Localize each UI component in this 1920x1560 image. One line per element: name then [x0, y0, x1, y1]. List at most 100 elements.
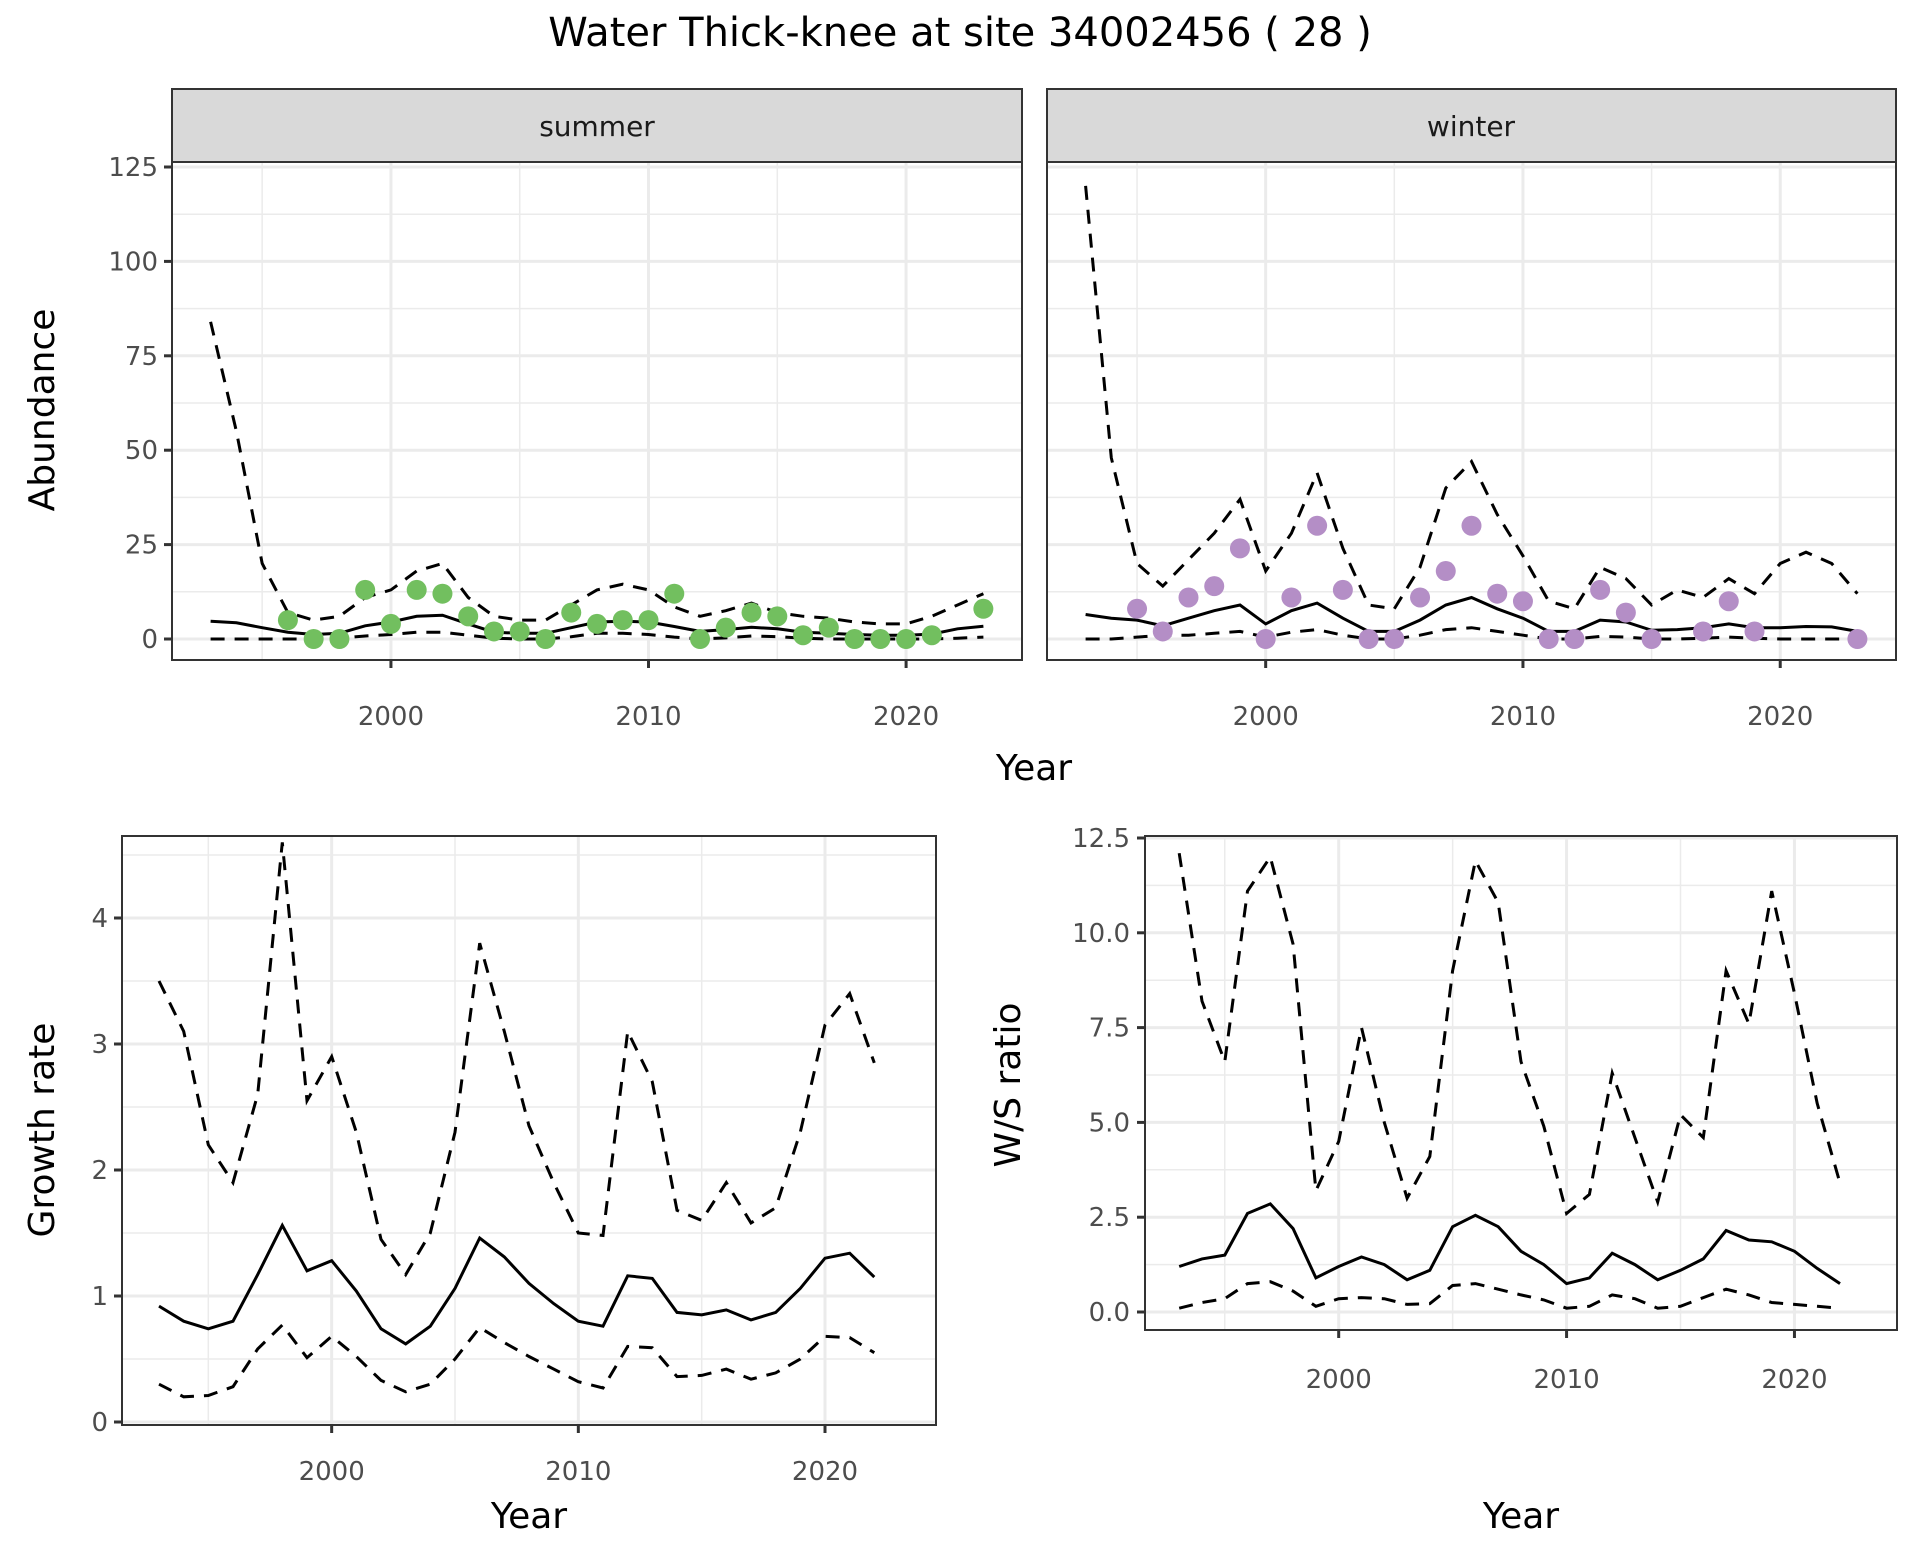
- data-point: [1461, 515, 1482, 536]
- data-point: [896, 629, 917, 649]
- y-tick-label: 125: [108, 153, 158, 183]
- data-point: [793, 625, 814, 646]
- y-tick-label: 75: [125, 342, 158, 372]
- data-point: [1307, 515, 1328, 536]
- strip-label-summer: summer: [539, 110, 655, 143]
- data-point: [1641, 629, 1662, 649]
- x-tick-label: 2010: [1533, 1365, 1599, 1395]
- data-point: [1615, 602, 1636, 623]
- panel-ws-ratio: 2000 2010 2020 0.0 2.5 5.0 7.5 10.0 12.5: [1072, 824, 1898, 1395]
- x-tick-label: 2000: [358, 702, 424, 732]
- data-point: [406, 579, 427, 600]
- y-tick-label: 50: [125, 436, 158, 466]
- data-point: [483, 621, 504, 642]
- data-point: [741, 602, 762, 623]
- series-line-lower: [158, 1322, 876, 1399]
- data-point: [535, 629, 556, 649]
- data-point: [1564, 629, 1585, 649]
- data-point: [690, 629, 711, 649]
- panel-border: [1144, 835, 1898, 1331]
- data-point: [1718, 591, 1739, 612]
- y-tick-label: 2: [91, 1156, 108, 1186]
- y-tick-label: 3: [91, 1030, 108, 1060]
- y-tick-label: 25: [125, 531, 158, 561]
- x-tick-label: 2010: [545, 1457, 611, 1487]
- y-tick-label: 0: [91, 1408, 108, 1438]
- plot-background: [1047, 162, 1896, 660]
- panel-border: [1046, 161, 1897, 661]
- data-point: [1410, 587, 1431, 608]
- data-point: [1358, 629, 1379, 649]
- y-tick-label: 10.0: [1072, 919, 1130, 949]
- panel-border: [171, 161, 1023, 661]
- data-point: [1590, 579, 1611, 600]
- data-point: [1384, 629, 1405, 649]
- data-point: [1693, 621, 1714, 642]
- x-tick-label: 2020: [1761, 1365, 1827, 1395]
- x-tick-label: 2020: [1747, 702, 1813, 732]
- x-tick-label: 2010: [615, 702, 681, 732]
- data-point: [380, 613, 401, 634]
- data-point: [638, 610, 659, 631]
- data-point: [329, 629, 350, 649]
- data-point: [715, 617, 736, 638]
- y-tick-label: 12.5: [1072, 824, 1130, 854]
- data-point: [921, 625, 942, 646]
- panel-border: [121, 835, 937, 1426]
- data-point: [1332, 579, 1353, 600]
- y-tick-label: 0.0: [1089, 1298, 1130, 1328]
- data-point: [1255, 629, 1276, 649]
- x-tick-label: 2020: [873, 702, 939, 732]
- x-tick-label: 2000: [1306, 1365, 1372, 1395]
- y-axis-title-abundance: Abundance: [22, 309, 63, 512]
- series-line-upper: [1177, 852, 1842, 1217]
- series-line-upper: [1084, 185, 1859, 611]
- data-point: [1847, 629, 1868, 649]
- strip-winter: winter: [1046, 88, 1897, 163]
- data-point: [664, 583, 685, 604]
- y-tick-label: 100: [108, 247, 158, 277]
- y-tick-label: 2.5: [1089, 1203, 1130, 1233]
- panel-winter-abundance: 2000 2010 2020: [1046, 161, 1897, 732]
- series-line-mean: [1085, 595, 1858, 633]
- strip-label-winter: winter: [1427, 110, 1516, 143]
- data-point: [1127, 598, 1148, 619]
- data-point: [1204, 576, 1225, 597]
- series-line-upper: [157, 842, 876, 1278]
- x-tick-label: 2010: [1490, 702, 1556, 732]
- data-point: [767, 606, 788, 627]
- data-point: [1538, 629, 1559, 649]
- data-point: [612, 610, 633, 631]
- x-axis-title-ws: Year: [1482, 1496, 1559, 1537]
- y-tick-label: 7.5: [1089, 1014, 1130, 1044]
- data-point: [432, 583, 453, 604]
- series-line-lower: [1085, 626, 1858, 641]
- data-point: [1512, 591, 1533, 612]
- strip-summer: summer: [171, 88, 1023, 163]
- data-point: [303, 629, 324, 649]
- x-axis-title-growth: Year: [490, 1496, 567, 1537]
- data-point: [561, 602, 582, 623]
- plot-background: [1145, 836, 1897, 1330]
- data-point: [587, 613, 607, 634]
- series-line-mean: [158, 1222, 876, 1346]
- data-point: [458, 606, 479, 627]
- panel-growth-rate: 2000 2010 2020 0 1 2 3 4: [91, 835, 937, 1487]
- x-axis-title-top: Year: [995, 748, 1072, 789]
- data-point: [355, 579, 376, 600]
- series-line-upper: [209, 321, 985, 626]
- plot-background: [172, 162, 1022, 660]
- data-point: [1487, 583, 1508, 604]
- data-point: [973, 598, 994, 619]
- data-point: [1281, 587, 1302, 608]
- x-tick-label: 2020: [792, 1457, 858, 1487]
- data-point: [1229, 538, 1250, 559]
- data-point: [1744, 621, 1765, 642]
- y-axis-title-ws: W/S ratio: [988, 1002, 1029, 1167]
- y-tick-label: 0: [141, 625, 158, 655]
- data-point: [1152, 621, 1173, 642]
- figure-title: Water Thick-knee at site 34002456 ( 28 ): [548, 10, 1372, 56]
- y-axis-title-growth: Growth rate: [22, 1023, 63, 1238]
- y-tick-label: 1: [91, 1282, 108, 1312]
